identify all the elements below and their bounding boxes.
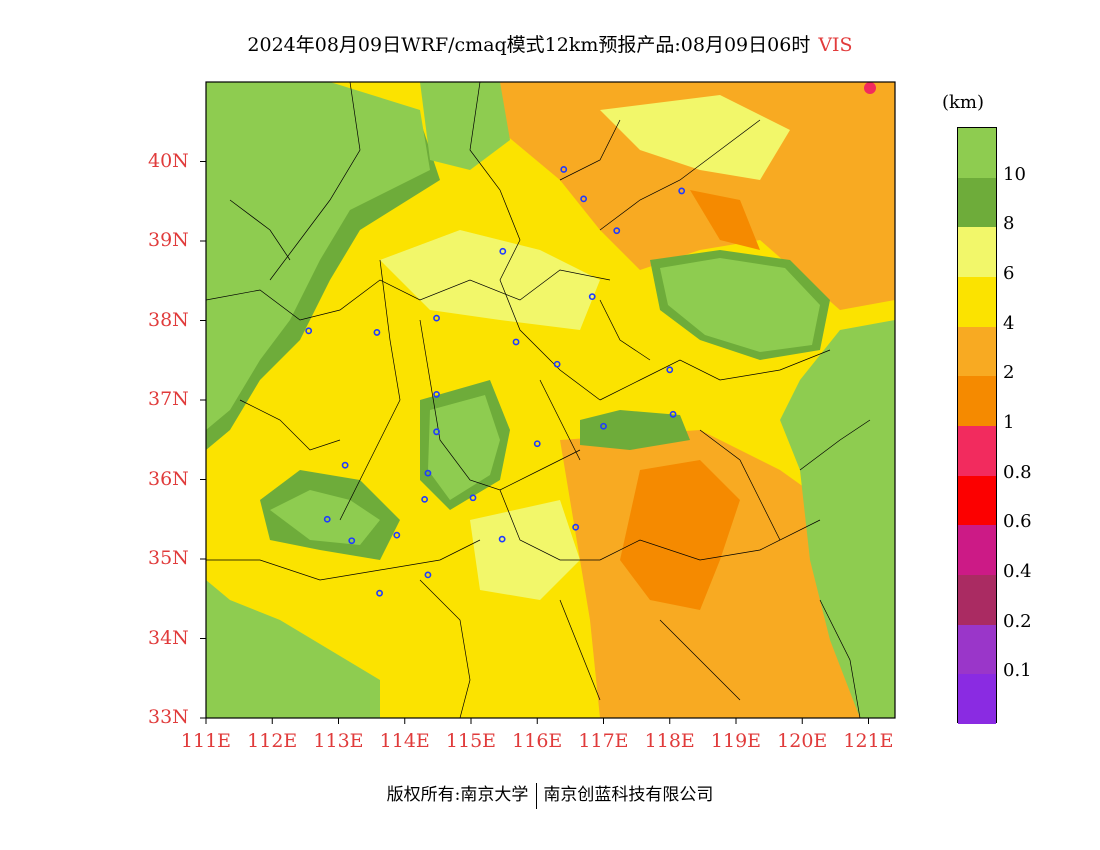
lat-label-40N: 40N xyxy=(148,149,189,172)
station-marker xyxy=(433,428,440,436)
lon-label-113E: 113E xyxy=(313,730,364,752)
lat-label-37N: 37N xyxy=(148,388,189,410)
lat-label-35N: 35N xyxy=(148,547,189,569)
legend-swatch xyxy=(958,177,996,228)
lon-label-116E: 116E xyxy=(512,730,563,752)
station-marker xyxy=(678,187,686,195)
station-marker xyxy=(666,366,674,374)
legend-swatch xyxy=(958,376,996,426)
legend-swatch xyxy=(958,624,996,675)
lon-label-115E: 115E xyxy=(445,730,497,752)
province-boundaries xyxy=(206,82,871,718)
lon-label-119E: 119E xyxy=(710,730,762,752)
legend-label: 0.6 xyxy=(1003,511,1032,533)
station-marker xyxy=(424,469,432,477)
company-text: 南京创蓝科技有限公司 xyxy=(543,785,714,805)
station-marker xyxy=(498,535,506,543)
map-fields xyxy=(206,82,895,718)
legend-swatch xyxy=(958,674,996,724)
lon-label-118E: 118E xyxy=(644,730,695,752)
copyright-text: 版权所有:南京大学 xyxy=(386,785,529,805)
station-marker xyxy=(341,461,349,469)
legend-swatch xyxy=(958,425,996,476)
footer-separator xyxy=(536,782,538,809)
station-marker xyxy=(512,338,520,346)
legend-label: 10 xyxy=(1003,163,1026,185)
station-marker xyxy=(533,440,541,448)
map-title: 2024年08月09日WRF/cmaq模式12km预报产品:08月09日06时 V… xyxy=(0,30,1100,57)
legend-swatch xyxy=(958,227,996,277)
station-marker xyxy=(305,327,313,335)
station-marker xyxy=(373,329,381,336)
station-marker xyxy=(421,495,429,503)
station-marker xyxy=(572,523,580,531)
lat-label-36N: 36N xyxy=(148,467,189,490)
axis-ticks xyxy=(200,161,869,724)
lat-label-33N: 33N xyxy=(148,706,189,728)
station-marker xyxy=(323,515,331,523)
lon-label-114E: 114E xyxy=(379,730,430,752)
lon-label-111E: 111E xyxy=(180,730,232,752)
station-marker xyxy=(469,494,477,502)
lon-label-117E: 117E xyxy=(578,730,629,752)
station-marker xyxy=(553,360,561,368)
legend-label: 0.2 xyxy=(1003,610,1032,632)
legend-label: 0.8 xyxy=(1003,461,1032,483)
station-marker xyxy=(348,537,356,545)
lat-label-39N: 39N xyxy=(148,229,189,251)
legend-swatch xyxy=(958,525,996,575)
station-marker xyxy=(433,314,440,322)
lon-label-120E: 120E xyxy=(777,730,828,752)
station-marker xyxy=(588,293,596,301)
legend-label: 0.1 xyxy=(1003,660,1032,682)
legend-swatch xyxy=(958,574,996,625)
station-marker xyxy=(499,247,507,255)
station-marker xyxy=(669,410,677,418)
footer: 版权所有:南京大学 南京创蓝科技有限公司 xyxy=(0,780,1100,809)
legend-label: 6 xyxy=(1003,263,1015,284)
legend-label: 2 xyxy=(1003,362,1015,384)
station-marker xyxy=(424,571,432,579)
station-marker xyxy=(580,195,588,203)
legend-unit: (km) xyxy=(942,92,985,113)
legend-swatch xyxy=(958,475,996,526)
lon-label-121E: 121E xyxy=(843,730,894,752)
legend-swatch xyxy=(958,128,996,178)
lon-label-112E: 112E xyxy=(247,730,298,752)
station-markers xyxy=(305,166,686,597)
variable-label: VIS xyxy=(818,34,853,56)
legend-swatch xyxy=(958,326,996,377)
station-marker xyxy=(613,227,621,235)
station-marker xyxy=(433,391,440,398)
color-legend xyxy=(957,127,997,724)
legend-swatch xyxy=(958,276,996,327)
legend-label: 1 xyxy=(1003,412,1015,433)
station-marker xyxy=(376,589,383,597)
station-marker xyxy=(560,166,568,173)
legend-label: 0.4 xyxy=(1003,561,1032,582)
legend-label: 4 xyxy=(1003,312,1015,334)
station-marker xyxy=(600,422,607,430)
station-marker xyxy=(393,531,401,539)
lat-label-38N: 38N xyxy=(148,308,189,331)
title-text: 2024年08月09日WRF/cmaq模式12km预报产品:08月09日06时 xyxy=(247,34,811,56)
lat-label-34N: 34N xyxy=(148,626,189,649)
legend-label: 8 xyxy=(1003,213,1015,235)
